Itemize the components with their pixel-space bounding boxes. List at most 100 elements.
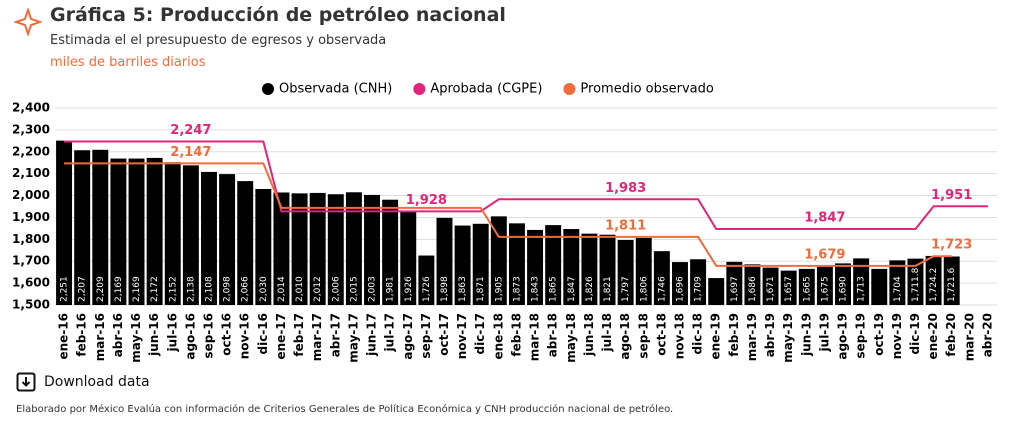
x-tick-label: mar-19 <box>745 313 759 361</box>
x-tick-label: sep-16 <box>201 313 215 359</box>
bar-value-label: 1,826 <box>585 276 595 302</box>
bar-value-label: 2,169 <box>114 276 124 302</box>
x-tick-label: jul-16 <box>165 313 179 352</box>
bar-value-label: 1,865 <box>549 276 559 302</box>
y-tick-label: 2,100 <box>12 166 50 180</box>
bar-value-label: 2,030 <box>259 276 269 302</box>
bar <box>418 255 435 305</box>
bar <box>943 256 960 305</box>
bar-value-label: 1,709 <box>694 276 704 302</box>
x-tick-label: jul-17 <box>383 313 397 352</box>
bar <box>327 194 344 305</box>
bar <box>798 268 815 305</box>
chart: 1,500 1,600 1,700 1,800 1,900 2,000 2,100 2,200… <box>12 82 997 363</box>
line-value-label: 1,928 <box>406 193 447 208</box>
line-value-label: 1,811 <box>605 218 646 233</box>
y-tick-label: 1,600 <box>12 276 50 290</box>
bar <box>780 270 797 305</box>
x-tick-label: ago-18 <box>618 313 632 360</box>
x-tick-label: sep-19 <box>854 313 868 359</box>
x-tick-label: abr-19 <box>763 313 777 357</box>
x-tick-label: abr-16 <box>111 313 125 357</box>
x-tick-label: feb-20 <box>944 313 958 357</box>
x-tick-label: dic-19 <box>908 313 922 355</box>
bar-value-label: 2,207 <box>78 276 88 302</box>
bar <box>889 260 906 305</box>
x-tick-label: ago-16 <box>183 313 197 360</box>
x-tick-label: jun-16 <box>147 313 161 357</box>
y-tick-label: 2,000 <box>12 188 50 202</box>
x-tick-label: sep-18 <box>636 313 650 359</box>
x-tick-label: mar-16 <box>93 313 107 361</box>
bar-value-label: 2,066 <box>241 276 251 302</box>
x-tick-label: jun-19 <box>799 313 813 357</box>
x-tick-label: abr-20 <box>980 313 994 357</box>
line-value-label: 1,723 <box>931 238 972 253</box>
bar <box>835 263 851 305</box>
bar-value-label: 1,696 <box>675 276 685 302</box>
bar-value-label: 2,209 <box>96 276 106 302</box>
y-tick-label: 2,400 <box>12 101 50 115</box>
bar <box>400 211 417 305</box>
bar <box>690 259 707 305</box>
line-value-label: 1,983 <box>605 181 646 196</box>
x-tick-label: jun-18 <box>582 313 596 357</box>
bar <box>490 216 507 305</box>
bar <box>164 162 181 305</box>
bar-value-label: 1,697 <box>730 276 740 302</box>
bar-value-label: 2,138 <box>186 276 196 302</box>
bar <box>871 268 888 305</box>
bar <box>472 223 489 305</box>
x-tick-label: jun-17 <box>365 313 379 357</box>
bar-value-label: 1,690 <box>839 276 849 302</box>
line <box>64 162 952 267</box>
bar <box>762 267 779 305</box>
line-value-label: 1,847 <box>804 211 845 226</box>
legend-marker <box>262 83 274 95</box>
y-tick-label: 1,900 <box>12 210 50 224</box>
x-tick-label: abr-18 <box>546 313 560 357</box>
x-tick-label: dic-16 <box>256 313 270 355</box>
bar <box>255 188 272 305</box>
bar <box>436 217 453 305</box>
bar <box>545 225 562 305</box>
units: miles de barriles diarios <box>50 55 206 70</box>
x-tick-label: feb-18 <box>509 313 523 357</box>
bar-value-label: 1,905 <box>494 276 504 302</box>
bar <box>907 258 924 305</box>
x-tick-label: dic-18 <box>691 313 705 355</box>
bar <box>219 174 236 305</box>
bar-value-label: 1,898 <box>440 276 450 302</box>
bar-value-label: 2,172 <box>150 276 160 302</box>
bar-value-label: 2,108 <box>204 276 214 302</box>
bar-value-label: 1,713 <box>857 276 867 302</box>
line-value-label: 2,247 <box>170 123 211 138</box>
x-tick-label: oct-19 <box>872 313 886 356</box>
y-tick-label: 1,700 <box>12 254 50 268</box>
x-tick-label: feb-17 <box>292 313 306 357</box>
bar-value-label: 1,704 <box>893 276 903 302</box>
x-tick-label: oct-18 <box>654 313 668 356</box>
x-tick-label: jul-18 <box>600 313 614 352</box>
bar-value-label: 1,675 <box>820 276 830 302</box>
x-tick-label: ago-17 <box>401 313 415 360</box>
bar-value-label: 1,746 <box>657 276 667 302</box>
bar <box>382 199 399 305</box>
bar <box>237 181 254 305</box>
y-tick-label: 2,300 <box>12 122 50 136</box>
bar <box>527 229 544 305</box>
bar <box>146 157 163 305</box>
bar-value-label: 2,014 <box>277 276 287 302</box>
bar <box>726 261 743 305</box>
bar <box>599 234 616 305</box>
bar <box>635 238 652 305</box>
download-button[interactable]: Download data <box>16 372 150 392</box>
x-tick-label: dic-17 <box>473 313 487 355</box>
x-tick-label: ago-19 <box>836 313 850 360</box>
bar-value-label: 1,847 <box>567 276 577 302</box>
bar <box>508 223 525 305</box>
bar-value-label: 1,721.6 <box>947 267 957 302</box>
bar <box>563 229 580 305</box>
x-tick-label: mar-20 <box>962 313 976 361</box>
x-tick-label: ene-17 <box>274 313 288 360</box>
